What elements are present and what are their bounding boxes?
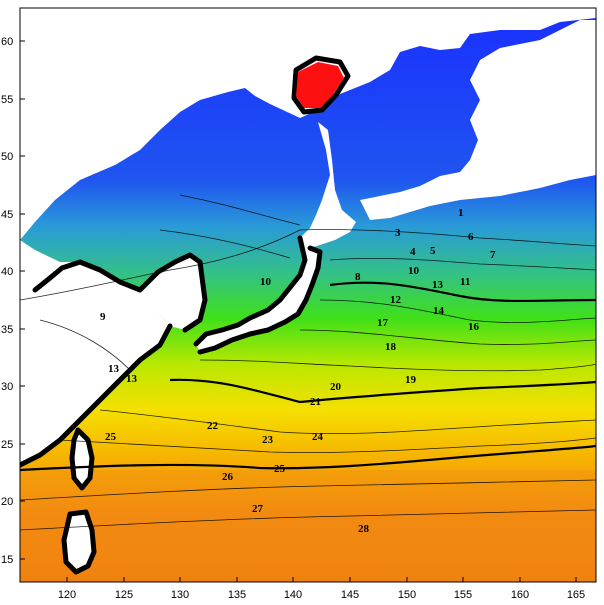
isotherm-label: 1 xyxy=(458,207,464,219)
plot-frame xyxy=(19,7,597,583)
y-tick-label: 25 xyxy=(1,439,13,451)
isotherm-label: 6 xyxy=(468,231,474,243)
hot-spot xyxy=(296,62,344,108)
isotherm-label: 22 xyxy=(207,420,219,432)
isotherm-label: 24 xyxy=(312,431,324,443)
x-tick-label: 165 xyxy=(567,589,585,601)
isotherm-label: 8 xyxy=(355,271,361,283)
y-tick-label: 50 xyxy=(1,151,13,163)
x-tick-label: 140 xyxy=(284,589,302,601)
isotherm-label: 20 xyxy=(330,381,342,393)
isotherm-label: 3 xyxy=(395,227,401,239)
x-tick-label: 130 xyxy=(171,589,189,601)
x-axis: 120 125 130 135 140 145 150 155 160 165 xyxy=(58,577,585,601)
isotherm-label: 19 xyxy=(405,374,417,386)
x-tick-label: 120 xyxy=(58,589,76,601)
isotherm-label: 18 xyxy=(385,341,397,353)
y-tick-label: 55 xyxy=(1,94,13,106)
isotherm-label: 13 xyxy=(108,363,120,375)
isotherm-label: 13 xyxy=(126,373,138,385)
isotherm-label: 26 xyxy=(222,471,234,483)
y-tick-label: 40 xyxy=(1,266,13,278)
y-tick-label: 45 xyxy=(1,209,13,221)
y-axis: 60 55 50 45 40 35 30 25 20 15 xyxy=(1,36,25,566)
isotherm-label: 14 xyxy=(433,305,445,317)
contour-labels: 134 5678910101112131313141617181920212223… xyxy=(100,207,496,535)
y-tick-label: 20 xyxy=(1,496,13,508)
y-tick-label: 35 xyxy=(1,324,13,336)
isotherm-label: 10 xyxy=(260,276,272,288)
isotherm-label: 25 xyxy=(274,463,286,475)
isotherm-label: 27 xyxy=(252,503,264,515)
x-tick-label: 135 xyxy=(228,589,246,601)
isotherm-label: 5 xyxy=(430,245,436,257)
y-tick-label: 60 xyxy=(1,36,13,48)
isotherm-label: 16 xyxy=(468,321,480,333)
isotherm-label: 25 xyxy=(105,431,117,443)
x-tick-label: 150 xyxy=(398,589,416,601)
y-tick-label: 15 xyxy=(1,554,13,566)
x-tick-label: 145 xyxy=(341,589,359,601)
isotherm-label: 4 xyxy=(410,246,416,258)
isotherm-label: 11 xyxy=(460,276,470,288)
isotherm-label: 17 xyxy=(377,317,389,329)
isotherm-label: 21 xyxy=(310,396,321,408)
isotherm-lines xyxy=(20,194,596,531)
isotherm-label: 7 xyxy=(490,249,496,261)
isotherm-label: 23 xyxy=(262,434,274,446)
y-tick-label: 30 xyxy=(1,381,13,393)
isotherm-label: 10 xyxy=(408,265,420,277)
isotherm-label: 12 xyxy=(390,294,402,306)
isotherm-label: 13 xyxy=(432,279,444,291)
land-masses xyxy=(20,8,596,572)
coastlines xyxy=(20,55,351,575)
isotherm-label: 28 xyxy=(358,523,370,535)
x-tick-label: 125 xyxy=(115,589,133,601)
x-tick-label: 160 xyxy=(511,589,529,601)
isotherm-label: 9 xyxy=(100,311,106,323)
x-tick-label: 155 xyxy=(454,589,472,601)
